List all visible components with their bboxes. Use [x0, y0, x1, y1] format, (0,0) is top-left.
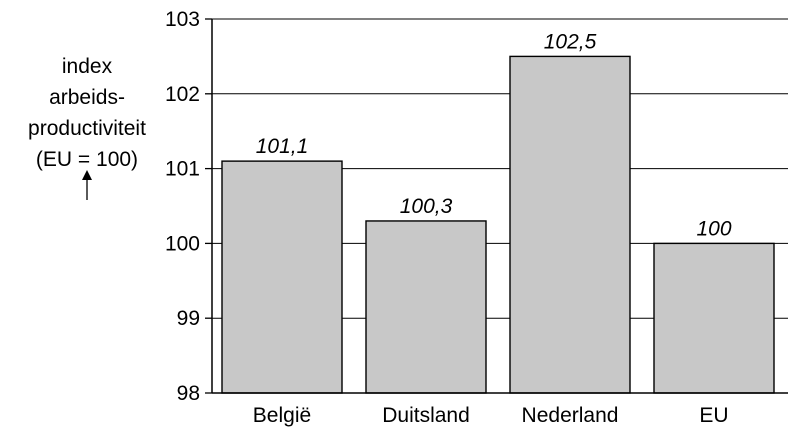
bar: [221, 160, 343, 394]
y-axis-label-line: arbeids-: [49, 86, 125, 109]
data-label: 100,3: [400, 195, 453, 218]
y-axis-label: index arbeids-productiviteit (EU = 100): [28, 55, 146, 200]
y-axis-label-line: index: [62, 55, 113, 78]
data-label: 102,5: [544, 30, 597, 53]
bar: [653, 242, 775, 394]
bars: [221, 55, 775, 394]
up-arrow-head-icon: [82, 170, 92, 180]
y-tick-label: 99: [177, 307, 200, 330]
y-tick-label: 103: [165, 8, 200, 31]
x-tick-label: België: [253, 404, 311, 427]
y-tick-label: 101: [165, 158, 200, 181]
y-tick-label: 98: [177, 382, 200, 405]
y-axis-label-line: productiviteit: [28, 117, 146, 140]
bar: [365, 220, 487, 394]
bar: [509, 55, 631, 394]
labels: 98 99 100 101 102 103 101,1 België 100,3 Duitslan…: [165, 8, 732, 427]
x-tick-label: Duitsland: [382, 404, 470, 427]
y-tick-label: 100: [165, 232, 200, 255]
data-label: 100: [696, 217, 731, 240]
x-tick-label: Nederland: [522, 404, 619, 427]
axes: [205, 18, 788, 394]
data-label: 101,1: [256, 135, 309, 158]
x-tick-label: EU: [699, 404, 728, 427]
y-tick-label: 102: [165, 83, 200, 106]
y-axis-label-line: (EU = 100): [36, 148, 138, 171]
